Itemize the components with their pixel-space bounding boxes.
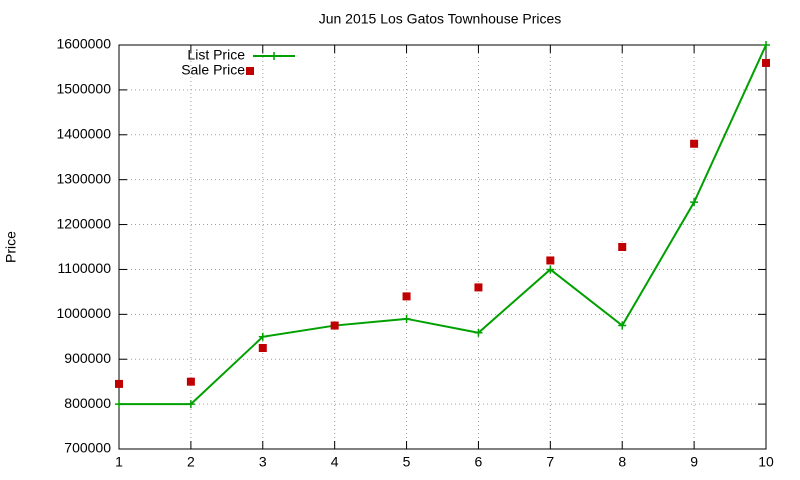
plot-border <box>118 44 767 450</box>
x-tick-label: 3 <box>259 454 267 470</box>
y-tick-label: 1000000 <box>56 305 111 321</box>
legend-marker <box>246 67 254 75</box>
point-marker <box>762 58 770 67</box>
point-marker <box>474 283 483 292</box>
point-marker <box>186 400 195 409</box>
point-marker <box>186 377 195 386</box>
y-axis-label: Price <box>3 231 19 263</box>
point-marker <box>115 400 123 409</box>
y-tick-label: 900000 <box>64 350 111 366</box>
x-tick-label: 7 <box>546 454 554 470</box>
x-tick-label: 6 <box>475 454 483 470</box>
point-marker <box>762 41 770 49</box>
y-tick-label: 1300000 <box>56 170 111 186</box>
legend-marker <box>270 52 278 60</box>
point-marker <box>402 292 411 301</box>
point-marker <box>258 344 267 352</box>
legend-label: Sale Price <box>181 62 245 78</box>
y-tick-label: 1400000 <box>56 125 111 141</box>
point-marker <box>115 379 123 388</box>
point-marker <box>618 321 627 330</box>
point-marker <box>546 265 555 274</box>
x-tick-label: 10 <box>758 454 774 470</box>
legend-label: List Price <box>187 47 245 63</box>
y-tick-label: 1100000 <box>58 260 112 276</box>
point-marker <box>546 256 555 265</box>
x-tick-label: 8 <box>618 454 626 470</box>
y-tick-label: 800000 <box>64 395 111 411</box>
x-tick-label: 1 <box>115 454 123 470</box>
point-marker <box>258 332 267 341</box>
series-line <box>119 44 767 406</box>
x-tick-label: 9 <box>690 454 698 470</box>
point-marker <box>690 139 699 148</box>
point-marker <box>474 328 483 337</box>
point-marker <box>690 198 699 207</box>
point-marker <box>330 321 339 330</box>
point-marker <box>402 314 411 323</box>
y-tick-label: 1600000 <box>56 36 111 52</box>
y-tick-label: 1500000 <box>56 81 111 97</box>
x-tick-label: 5 <box>403 454 411 470</box>
point-marker <box>618 243 627 251</box>
x-tick-label: 2 <box>187 454 195 470</box>
y-tick-label: 700000 <box>64 440 111 456</box>
x-tick-label: 4 <box>331 454 339 470</box>
y-tick-label: 1200000 <box>56 215 111 231</box>
chart-title: Jun 2015 Los Gatos Townhouse Prices <box>319 11 562 27</box>
